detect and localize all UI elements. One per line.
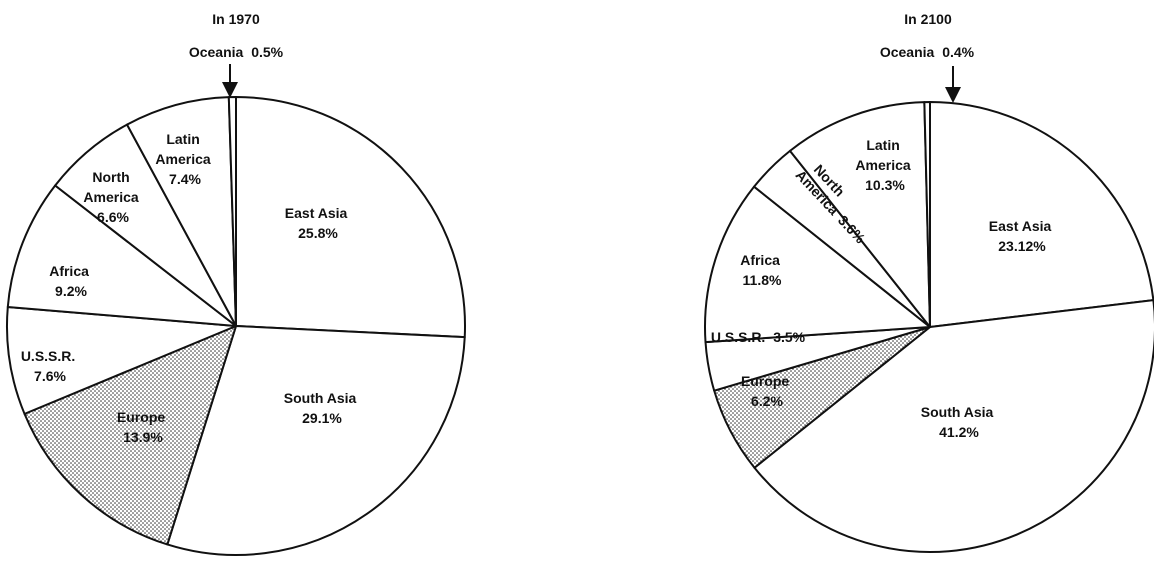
callout-name: Oceania (189, 44, 244, 60)
slice-label-ussr: U.S.S.R. 7.6% (21, 348, 79, 384)
pie-slice-africa (6, 184, 237, 327)
svg-text:Oceania 0.5%: Oceania 0.5% (189, 44, 284, 60)
callout-value: 0.5% (251, 44, 283, 60)
pie-slice-south-asia (753, 299, 1154, 553)
svg-text:Oceania 0.4%: Oceania 0.4% (880, 44, 975, 60)
pie-chart-1970: In 1970 East Asia 25.8% South Asia 29.1%… (6, 11, 466, 556)
slice-label-africa: Africa 9.2% (49, 263, 93, 299)
callout-value: 0.4% (942, 44, 974, 60)
chart-title: In 1970 (212, 11, 260, 27)
slice-label-latin-america: Latin America 7.4% (155, 131, 214, 187)
pie-slice-east-asia (929, 101, 1154, 328)
slice-label-south-asia: South Asia 29.1% (284, 390, 361, 426)
pie-slice-europe (23, 325, 237, 546)
oceania-callout: Oceania 0.5% (189, 44, 284, 98)
pie-slice-africa (704, 185, 931, 344)
slice-label-latin-america: Latin America 10.3% (855, 137, 914, 193)
slice-label-europe: Europe 13.9% (117, 409, 169, 445)
oceania-callout: Oceania 0.4% (880, 44, 975, 103)
slice-label-africa: Africa 11.8% (740, 252, 784, 288)
slice-label-east-asia: East Asia 23.12% (989, 218, 1055, 254)
slice-labels: East Asia 25.8% South Asia 29.1% Europe … (21, 131, 361, 445)
pie-slice-u-s-s-r (6, 305, 237, 415)
pie-slice-east-asia (235, 96, 466, 339)
slice-label-north-america: North America 6.6% (83, 169, 142, 225)
slice-label-europe: Europe 6.2% (741, 373, 793, 409)
pie-chart-2100: In 2100 East Asia 23.12% South Asia 41.2… (704, 11, 1154, 553)
pie-slice-latin-america (789, 101, 931, 328)
slice-label-south-asia: South Asia 41.2% (921, 404, 998, 440)
slice-labels: East Asia 23.12% South Asia 41.2% Europe… (711, 137, 1055, 440)
chart-title: In 2100 (904, 11, 952, 27)
slice-label-east-asia: East Asia 25.8% (285, 205, 351, 241)
slice-label-ussr: U.S.S.R. 3.5% (711, 329, 806, 345)
pie-slice-south-asia (166, 325, 466, 556)
pie-slice-oceania (923, 100, 931, 328)
callout-name: Oceania (880, 44, 935, 60)
